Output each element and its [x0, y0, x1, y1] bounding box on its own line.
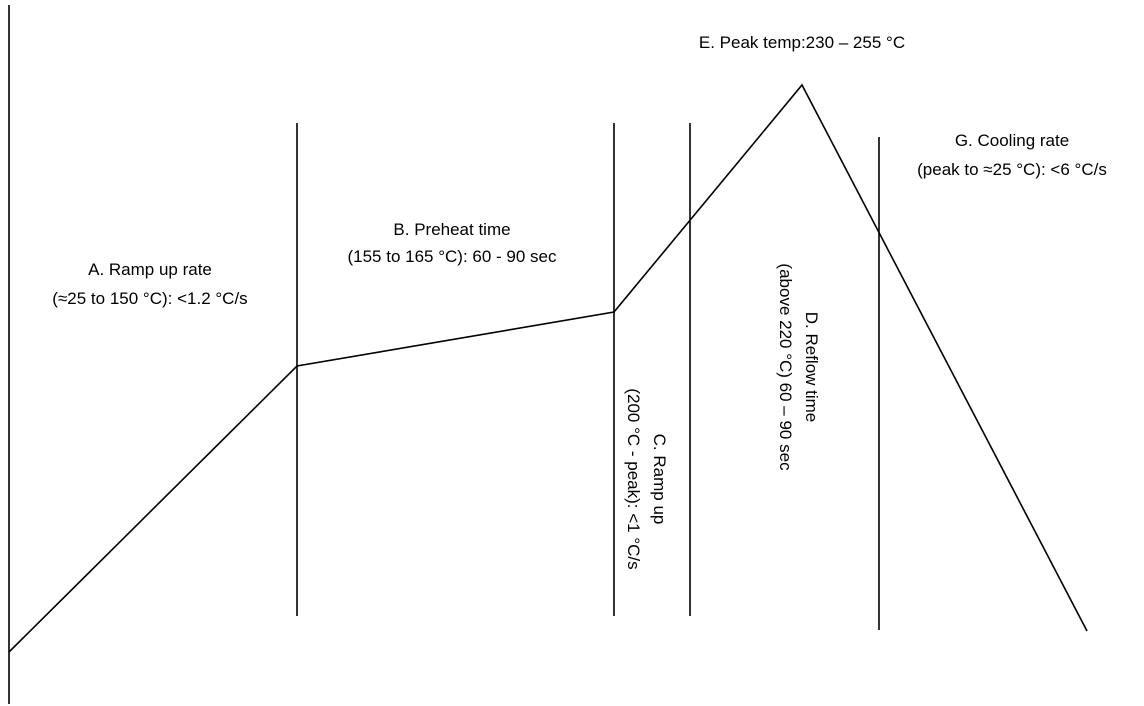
label-c-title: C. Ramp up	[650, 434, 669, 525]
label-a-detail: (≈25 to 150 °C): <1.2 °C/s	[52, 289, 247, 308]
label-a-title: A. Ramp up rate	[88, 260, 212, 279]
label-d-title: D. Reflow time	[802, 312, 821, 423]
label-b-title: B. Preheat time	[393, 220, 510, 239]
label-g-title: G. Cooling rate	[955, 131, 1069, 150]
label-d-group: D. Reflow time (above 220 °C) 60 – 90 se…	[776, 263, 821, 471]
label-e-title: E. Peak temp:230 – 255 °C	[699, 33, 905, 52]
label-g-detail: (peak to ≈25 °C): <6 °C/s	[917, 160, 1107, 179]
label-c-detail: (200 °C - peak): <1 °C/s	[624, 388, 643, 569]
label-d-detail: (above 220 °C) 60 – 90 sec	[776, 263, 795, 471]
label-c-group: C. Ramp up (200 °C - peak): <1 °C/s	[624, 388, 669, 569]
temperature-profile-curve	[8, 83, 1088, 653]
label-b-detail: (155 to 165 °C): 60 - 90 sec	[347, 247, 557, 266]
